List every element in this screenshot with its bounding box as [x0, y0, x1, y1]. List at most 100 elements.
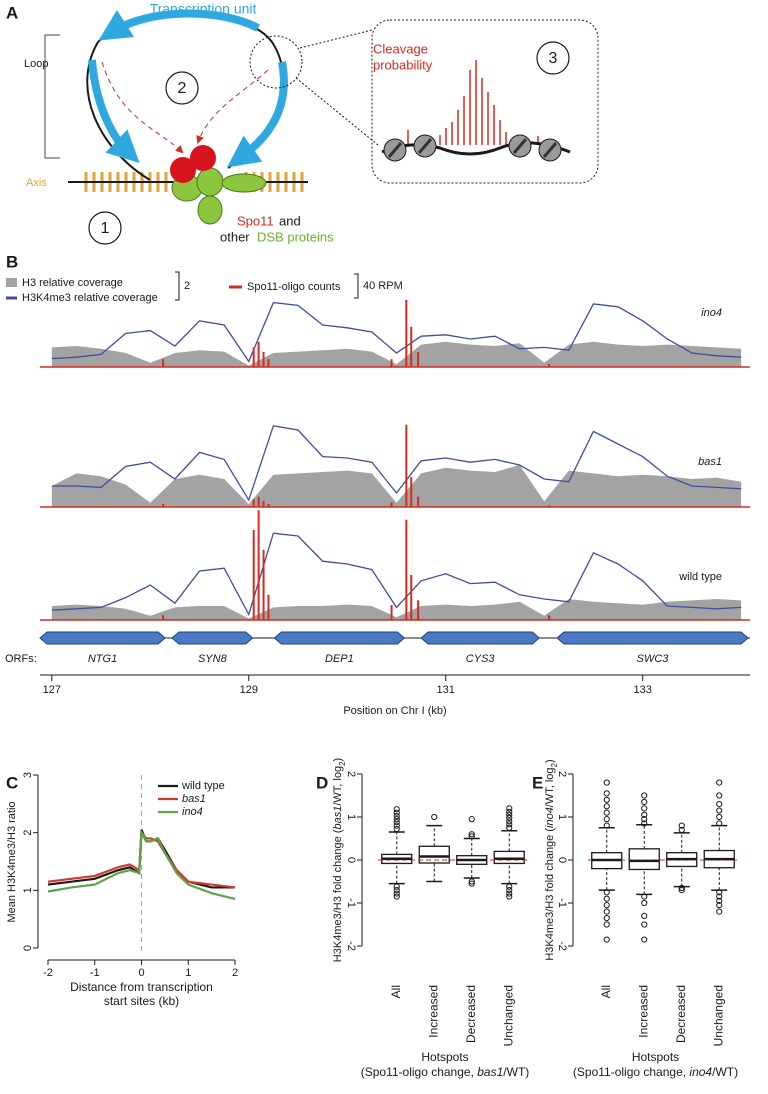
text-part: (Spo11-oligo change, [361, 1065, 478, 1079]
outlier [393, 809, 400, 816]
x-tick-label: 0 [138, 967, 144, 979]
outlier [641, 792, 648, 799]
step-number: 1 [101, 220, 110, 237]
y-tick-label: 1 [556, 814, 568, 820]
x-tick-label: 129 [240, 684, 258, 696]
orf-label: ORFs: [5, 653, 37, 665]
outlier [678, 826, 685, 834]
x-axis-title: Position on Chr I (kb) [343, 705, 446, 717]
y-tick-label: 1 [22, 887, 34, 893]
outlier [506, 893, 513, 900]
outlier [506, 814, 513, 821]
outlier [641, 805, 648, 812]
outlier [506, 883, 513, 890]
y-tick-label: 2 [22, 830, 34, 836]
outlier [506, 811, 513, 818]
h3k4me3-line [51, 532, 742, 617]
text-part: bas1 [477, 1065, 503, 1079]
gene-name: DEP1 [325, 653, 354, 665]
outlier [641, 936, 648, 943]
zoom-box [371, 19, 599, 184]
outlier [603, 816, 610, 823]
y-tick-label: -1 [556, 898, 568, 908]
outlier [641, 798, 648, 806]
outlier [716, 807, 723, 814]
text-part: ) [332, 758, 344, 762]
scale-bar [354, 273, 359, 299]
scale-label: 40 RPM [363, 280, 403, 292]
outlier [716, 792, 723, 799]
outlier [506, 887, 513, 894]
dna [381, 141, 571, 156]
outlier [641, 912, 648, 920]
text-part: H3K4me3/H3 fold change ( [332, 829, 344, 962]
outlier [716, 908, 723, 915]
x-tick-label: 133 [633, 684, 651, 696]
outlier [603, 779, 610, 786]
gene-name: SYN8 [198, 653, 228, 665]
x-axis-title: Hotspots [632, 1050, 679, 1064]
legend-label: ino4 [182, 806, 203, 818]
legend-label: H3K4me3 relative coverage [22, 292, 158, 304]
x-axis-title: Hotspots [421, 1050, 468, 1064]
y-tick-label: -2 [556, 941, 568, 951]
panel-label: E [532, 773, 543, 792]
y-axis-title: Mean H3K4me3/H3 ratio [6, 801, 18, 922]
outlier [641, 820, 648, 827]
dsb-protein [197, 195, 223, 225]
gene-name: NTG1 [88, 653, 117, 665]
category-label: Increased [426, 985, 440, 1038]
outlier [641, 899, 648, 907]
outlier [716, 902, 723, 909]
gene [420, 631, 541, 645]
legend-label: H3 relative coverage [22, 277, 123, 289]
h3k4me3-line [51, 301, 742, 363]
outlier [603, 936, 610, 943]
y-tick-label: 0 [22, 945, 34, 951]
step-number: 2 [178, 80, 187, 97]
cleavage-label: probability [373, 57, 433, 72]
cleavage-bars [407, 60, 539, 145]
nucleosome-stripes [387, 138, 558, 158]
category-label: Decreased [674, 985, 688, 1043]
outlier [393, 887, 400, 894]
text-part: /WT) [712, 1065, 738, 1079]
outlier [468, 880, 475, 887]
outlier [678, 887, 685, 894]
legend-swatch [6, 278, 17, 287]
category-label: All [389, 985, 403, 998]
outlier [393, 893, 400, 900]
text-part: 2 [338, 761, 347, 766]
text-part: ino4 [689, 1065, 712, 1079]
outlier [716, 893, 723, 900]
x-tick-label: 131 [437, 684, 455, 696]
step-circle [165, 71, 199, 105]
outlier [716, 813, 723, 821]
step-number: 3 [549, 50, 558, 67]
y-axis-title: H3K4me3/H3 fold change (ino4/WT, log2) [544, 759, 559, 960]
category-label: Decreased [464, 985, 478, 1043]
y-tick-label: 2 [556, 771, 568, 777]
outlier [393, 819, 400, 826]
outlier [468, 833, 475, 840]
text-part: /WT, log [544, 767, 556, 807]
h3-area [51, 465, 742, 507]
text-part: 2 [550, 762, 559, 767]
text-part: ) [544, 759, 556, 763]
y-tick-label: 3 [22, 772, 34, 778]
outlier [641, 921, 648, 928]
cleavage-label: Cleavage [373, 41, 428, 56]
outlier [678, 884, 685, 892]
outlier [603, 921, 610, 928]
outlier [603, 796, 610, 803]
gene [171, 631, 254, 645]
spo11-label: Spo11 [237, 213, 274, 228]
box [493, 850, 525, 865]
text-part: ino4 [544, 807, 556, 828]
track-name: wild type [678, 571, 722, 583]
panel-label: A [6, 3, 18, 22]
transcription-arrow [98, 9, 260, 41]
series-line [47, 829, 236, 889]
